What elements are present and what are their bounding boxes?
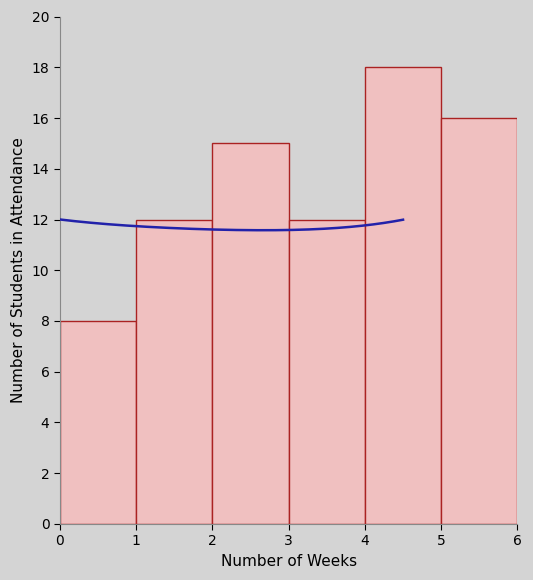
Bar [136, 220, 212, 524]
Y-axis label: Number of Students in Attendance: Number of Students in Attendance [11, 137, 26, 403]
Bar [60, 321, 136, 524]
Bar [289, 220, 365, 524]
Bar [365, 67, 441, 524]
X-axis label: Number of Weeks: Number of Weeks [221, 554, 357, 569]
Bar [212, 143, 289, 524]
Bar [441, 118, 518, 524]
